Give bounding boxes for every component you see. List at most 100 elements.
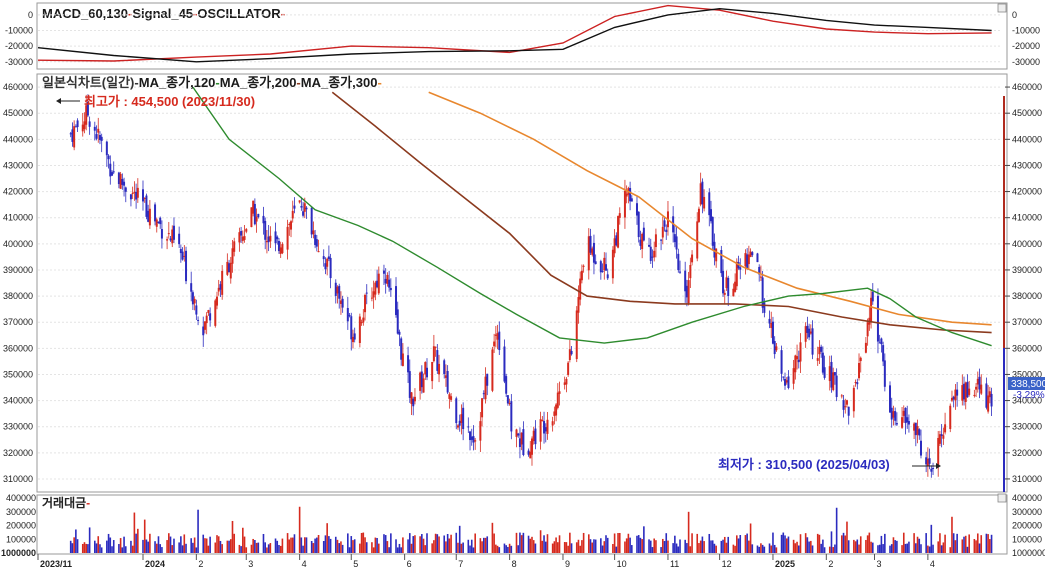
volume-bar — [930, 524, 933, 553]
volume-bar — [414, 535, 416, 553]
candle-body — [987, 395, 990, 412]
volume-bar — [748, 540, 750, 553]
candle-body — [914, 422, 917, 436]
volume-bar — [324, 535, 327, 553]
volume-bar — [973, 539, 976, 553]
volume-bar — [641, 539, 643, 553]
legend-item: - — [193, 6, 197, 21]
candle-body — [930, 468, 933, 472]
candle-body — [226, 261, 229, 275]
volume-bar — [736, 535, 738, 553]
volume-bar — [407, 539, 409, 553]
candle-body — [365, 292, 368, 294]
candle-body — [460, 414, 463, 424]
candle-body — [954, 389, 957, 401]
candle-body — [567, 362, 570, 375]
volume-bar — [902, 532, 905, 553]
volume-bar — [365, 542, 368, 553]
volume-bar — [491, 522, 494, 553]
candle-body — [575, 310, 578, 360]
volume-bar — [510, 545, 513, 553]
volume-bar — [617, 533, 619, 553]
volume-bar — [386, 541, 389, 553]
candle-body — [312, 230, 315, 235]
candle-body — [949, 405, 952, 429]
candle-body — [990, 393, 993, 407]
candle-body — [613, 238, 616, 254]
volume-scroll-button[interactable] — [997, 493, 1007, 503]
volume-bar — [197, 509, 199, 553]
volume-bar — [334, 536, 337, 553]
high-arrow-head — [56, 98, 61, 104]
volume-bar — [841, 535, 843, 553]
volume-bar — [112, 540, 115, 553]
x-tick-label: 9 — [565, 559, 570, 569]
candle-body — [305, 207, 308, 210]
candle-body — [611, 249, 614, 279]
volume-bar — [317, 535, 320, 553]
candle-body — [484, 376, 487, 400]
volume-bar — [627, 533, 630, 553]
candle-body — [747, 254, 750, 265]
volume-tick-label: 100000 — [1012, 534, 1042, 544]
candle-body — [926, 458, 929, 466]
candle-body — [360, 322, 363, 324]
candle-body — [422, 378, 425, 393]
volume-bar — [412, 536, 415, 553]
macd-scroll-up-button[interactable] — [997, 3, 1007, 13]
volume-bar — [159, 544, 162, 553]
x-tick-label: 2024 — [145, 559, 165, 569]
volume-bar — [543, 535, 545, 553]
volume-bar — [591, 542, 594, 553]
volume-bar — [975, 540, 977, 553]
volume-bar — [746, 533, 748, 553]
candle-body — [250, 207, 253, 228]
volume-bar — [155, 543, 158, 553]
x-tick-label: 8 — [512, 559, 517, 569]
volume-bar — [660, 547, 662, 553]
candle-body — [434, 346, 437, 348]
volume-bar — [515, 532, 518, 553]
volume-bar — [589, 539, 592, 553]
candle-body — [711, 216, 714, 246]
candle-body — [121, 179, 124, 185]
volume-bar — [434, 533, 437, 553]
candle-body — [217, 287, 220, 292]
candle-body — [290, 221, 293, 230]
macd-tick-label: 0 — [28, 10, 33, 20]
candle-body — [341, 298, 344, 308]
price-tick-label: 360000 — [1012, 343, 1042, 353]
candle-body — [302, 211, 305, 216]
volume-bar — [810, 540, 812, 553]
right-scale-bar-top — [1003, 96, 1005, 348]
volume-bar — [823, 547, 826, 553]
candle-body — [780, 350, 783, 374]
volume-bar — [594, 539, 597, 553]
candle-body — [864, 342, 867, 353]
candle-body — [71, 129, 74, 142]
volume-bar — [555, 537, 557, 553]
volume-bar — [811, 545, 814, 553]
candle-body — [202, 326, 205, 336]
candle-body — [298, 200, 301, 203]
candle-body — [734, 281, 737, 292]
candle-body — [797, 359, 800, 363]
candle-body — [551, 421, 554, 426]
volume-bar — [329, 538, 332, 553]
volume-bar — [581, 540, 583, 553]
price-tick-label: 440000 — [1012, 134, 1042, 144]
volume-bar — [558, 535, 561, 553]
price-tick-label: 430000 — [1012, 160, 1042, 170]
candle-body — [582, 265, 585, 267]
candle-body — [195, 305, 198, 315]
volume-bar — [204, 538, 206, 553]
candle-body — [968, 388, 971, 395]
volume-bar — [734, 545, 736, 553]
legend-item: - — [296, 75, 300, 90]
price-tick-label: 410000 — [3, 213, 33, 223]
candle-body — [496, 333, 499, 340]
candle-body — [940, 434, 943, 436]
volume-bar — [569, 532, 571, 553]
volume-bar — [469, 545, 471, 553]
candle-body — [431, 361, 434, 382]
